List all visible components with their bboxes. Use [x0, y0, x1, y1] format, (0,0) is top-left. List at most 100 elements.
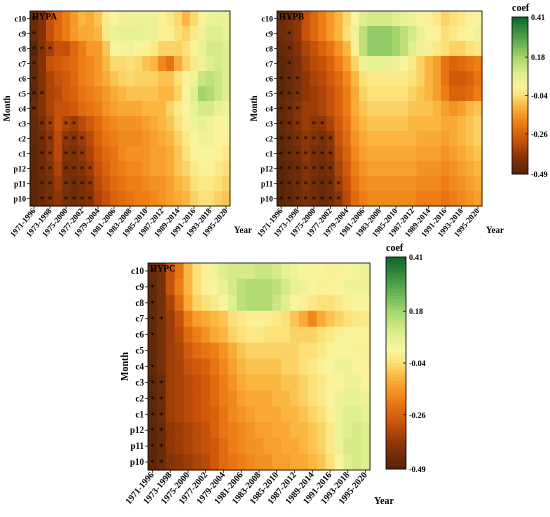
heatmap-cell — [54, 146, 63, 162]
heatmap-cell — [298, 406, 309, 423]
heatmap-cell — [62, 176, 71, 192]
heatmap-cell — [245, 294, 256, 312]
heatmap-cell — [166, 71, 175, 87]
heatmap-cell — [400, 56, 409, 72]
heatmap-cell — [158, 56, 167, 72]
heatmap-cell — [46, 71, 55, 87]
colorbar-segment — [512, 37, 528, 42]
heatmap-cell — [219, 454, 229, 471]
heatmap-cell — [182, 11, 191, 27]
heatmap-cell — [272, 358, 282, 376]
heatmap-cell — [316, 342, 327, 360]
heatmap-cell — [432, 26, 442, 42]
heatmap-cell — [183, 310, 193, 328]
heatmap-cell — [383, 26, 393, 42]
heatmap-cell — [245, 358, 256, 376]
heatmap-cell — [183, 342, 193, 360]
heatmap-cell — [174, 161, 183, 177]
heatmap-cell — [298, 294, 309, 312]
significance-marker: * — [72, 165, 77, 175]
y-tick-label: c9 — [265, 30, 273, 39]
heatmap-cell — [383, 86, 393, 102]
heatmap-cell — [343, 326, 353, 344]
heatmap-cell — [30, 116, 39, 132]
significance-marker: * — [32, 90, 37, 100]
colorbar-segment — [386, 341, 406, 346]
y-tick-label: c7 — [18, 60, 26, 69]
heatmap-cell — [198, 131, 207, 147]
colorbar-segment — [512, 51, 528, 55]
heatmap-cell — [309, 71, 319, 87]
colorbar-segment — [386, 380, 406, 385]
heatmap-cell — [236, 326, 247, 344]
heatmap-cell — [432, 11, 442, 27]
heatmap-cell — [416, 56, 426, 72]
colorbar-segment — [512, 121, 528, 125]
colorbar-segment — [386, 331, 406, 336]
heatmap-cell — [54, 56, 63, 72]
heatmap-cell — [236, 342, 247, 360]
heatmap-cell — [318, 101, 327, 117]
heatmap-cell — [206, 56, 215, 72]
heatmap-cell — [62, 116, 71, 132]
heatmap-cell — [38, 56, 47, 72]
colorbar-segment — [386, 359, 406, 364]
heatmap-cell — [391, 71, 401, 87]
heatmap-cell — [134, 56, 143, 72]
colorbar-segment — [512, 163, 528, 167]
heatmap-cell — [375, 116, 385, 132]
colorbar-segment — [386, 281, 406, 286]
heatmap-cell — [457, 161, 467, 177]
heatmap-cell — [174, 176, 183, 192]
heatmap-cell — [219, 422, 229, 439]
colorbar-segment — [512, 142, 528, 146]
heatmap-cell — [281, 278, 291, 296]
significance-marker: * — [159, 315, 164, 325]
heatmap-cell — [383, 146, 393, 162]
significance-marker: * — [287, 105, 292, 115]
heatmap-cell — [277, 161, 286, 177]
colorbar-segment — [386, 373, 406, 378]
heatmap-cell — [134, 86, 143, 102]
significance-marker: * — [303, 195, 308, 205]
heatmap-cell — [316, 358, 327, 376]
heatmap-cell — [301, 56, 311, 72]
heatmap-cell — [272, 310, 282, 328]
y-tick-label: c10 — [131, 266, 144, 276]
heatmap-cell — [334, 374, 344, 391]
heatmap-cell — [343, 294, 353, 312]
heatmap-cell — [214, 176, 223, 192]
heatmap-cell — [165, 326, 176, 344]
heatmap-cell — [281, 438, 291, 455]
heatmap-cell — [142, 191, 151, 207]
heatmap-cell — [326, 131, 335, 147]
heatmap-cell — [375, 86, 385, 102]
significance-marker: * — [159, 378, 164, 388]
heatmap-cell — [86, 86, 95, 102]
heatmap-cell — [350, 101, 360, 117]
x-axis-label: Year — [234, 225, 252, 235]
significance-marker: * — [40, 150, 45, 160]
significance-marker: * — [88, 165, 93, 175]
significance-marker: * — [72, 135, 77, 145]
heatmap-cell — [307, 358, 318, 376]
heatmap-cell — [30, 176, 39, 192]
heatmap-cell — [432, 101, 442, 117]
heatmap-cell — [361, 263, 371, 280]
panel-title: HYPA — [32, 11, 57, 21]
heatmap-cell — [424, 116, 434, 132]
heatmap-cell — [325, 326, 336, 344]
heatmap-cell — [206, 11, 215, 27]
heatmap-cell — [408, 191, 417, 207]
heatmap-cell — [190, 71, 199, 87]
panel-title: HYPB — [279, 11, 304, 21]
heatmap-cell — [38, 86, 47, 102]
heatmap-cell — [236, 310, 247, 328]
y-axis-label: Month — [249, 95, 259, 121]
heatmap-cell — [285, 11, 294, 27]
heatmap-cell — [201, 358, 211, 376]
heatmap-cell — [174, 146, 183, 162]
heatmap-cell — [359, 146, 368, 162]
heatmap-cell — [245, 374, 256, 391]
heatmap-cell — [62, 191, 71, 207]
